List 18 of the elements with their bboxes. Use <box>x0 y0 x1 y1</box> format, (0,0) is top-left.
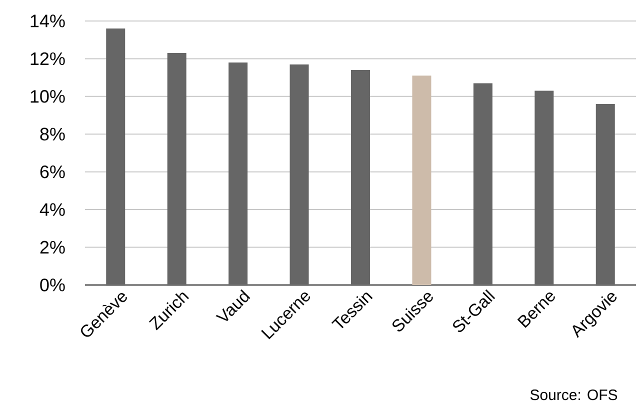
y-tick-label: 2% <box>40 240 65 254</box>
bar <box>167 53 186 285</box>
bar <box>473 83 492 285</box>
bar <box>351 70 370 285</box>
y-tick-label: 12% <box>30 52 65 66</box>
y-tick-label: 6% <box>40 165 65 178</box>
bar <box>228 62 248 285</box>
y-tick-label: 14% <box>30 14 65 28</box>
source-note: Source: OFS <box>530 390 618 400</box>
y-tick-label: 8% <box>40 128 65 141</box>
bar <box>290 64 309 285</box>
bar <box>534 90 554 285</box>
bar <box>596 104 615 285</box>
y-tick-label: 10% <box>30 90 65 103</box>
y-tick-label: 4% <box>40 203 65 216</box>
bar <box>106 28 126 285</box>
y-tick-label: 0% <box>40 278 65 292</box>
bar <box>412 76 432 285</box>
